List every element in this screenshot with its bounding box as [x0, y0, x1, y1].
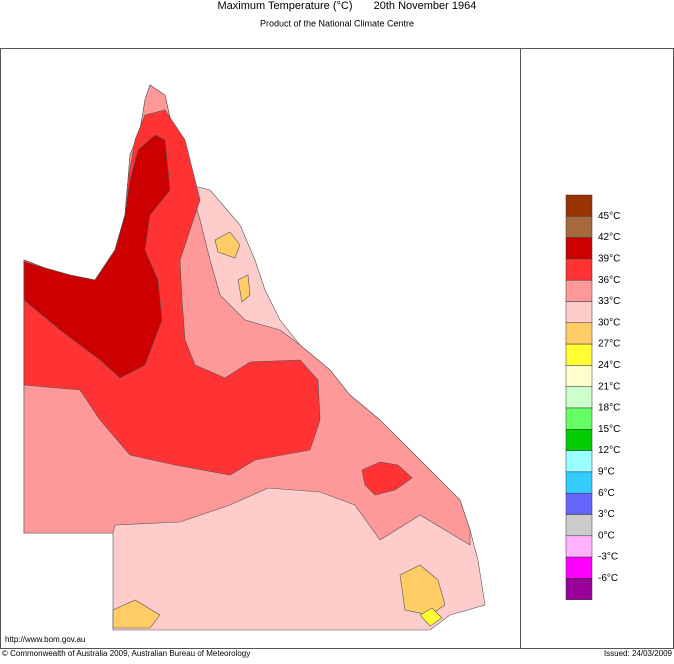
legend-swatch	[565, 237, 593, 260]
legend-swatch	[565, 407, 593, 430]
legend-swatch	[565, 578, 593, 600]
legend-swatch	[565, 514, 593, 537]
legend-label: 42°C	[598, 232, 620, 243]
legend-label: 6°C	[598, 488, 615, 499]
legend-label: 9°C	[598, 467, 615, 478]
legend: 45°C 42°C 39°C 36°C 33°C 30°C 27°C 24°C 21°C 18°C…	[565, 194, 620, 600]
legend-label: 45°C	[598, 211, 620, 222]
legend-swatch	[565, 450, 593, 473]
legend-label: -6°C	[598, 573, 618, 584]
legend-swatch	[565, 492, 593, 515]
legend-swatch	[565, 429, 593, 451]
legend-swatch	[565, 365, 593, 387]
region-30-a	[214, 231, 241, 259]
subtitle: Product of the National Climate Centre	[260, 18, 414, 28]
region-30-b	[237, 274, 251, 303]
legend-label: 33°C	[598, 296, 620, 307]
url: http://www.bom.gov.au	[5, 635, 85, 644]
legend-label: 0°C	[598, 530, 615, 541]
legend-swatch	[565, 258, 593, 281]
region-30-d	[112, 599, 161, 629]
legend-swatch	[565, 322, 593, 345]
legend-label: 24°C	[598, 360, 620, 371]
legend-swatch	[565, 471, 593, 494]
legend-swatch	[565, 279, 593, 302]
legend-label: 36°C	[598, 275, 620, 286]
legend-label: 18°C	[598, 403, 620, 414]
issued: Issued: 24/03/2009	[604, 649, 673, 658]
legend-swatch	[565, 194, 593, 217]
region-36-east	[361, 461, 413, 496]
legend-swatch	[565, 556, 593, 579]
legend-label: 21°C	[598, 381, 620, 392]
legend-label: 15°C	[598, 424, 620, 435]
legend-label: 30°C	[598, 317, 620, 328]
legend-swatch	[565, 301, 593, 324]
legend-label: -3°C	[598, 552, 618, 563]
legend-swatch	[565, 535, 593, 558]
legend-label: 3°C	[598, 509, 615, 520]
legend-label: 12°C	[598, 445, 620, 456]
title: Maximum Temperature (°C)	[217, 0, 352, 12]
copyright: © Commonwealth of Australia 2009, Austra…	[2, 649, 250, 658]
legend-swatch	[565, 343, 593, 366]
legend-swatch	[565, 386, 593, 409]
region-30-c	[399, 564, 446, 616]
legend-swatch	[565, 216, 593, 238]
region-27	[419, 607, 443, 627]
legend-label: 27°C	[598, 339, 620, 350]
date: 20th November 1964	[374, 0, 477, 12]
map	[23, 84, 486, 631]
region-39	[23, 134, 171, 379]
legend-label: 39°C	[598, 254, 620, 265]
